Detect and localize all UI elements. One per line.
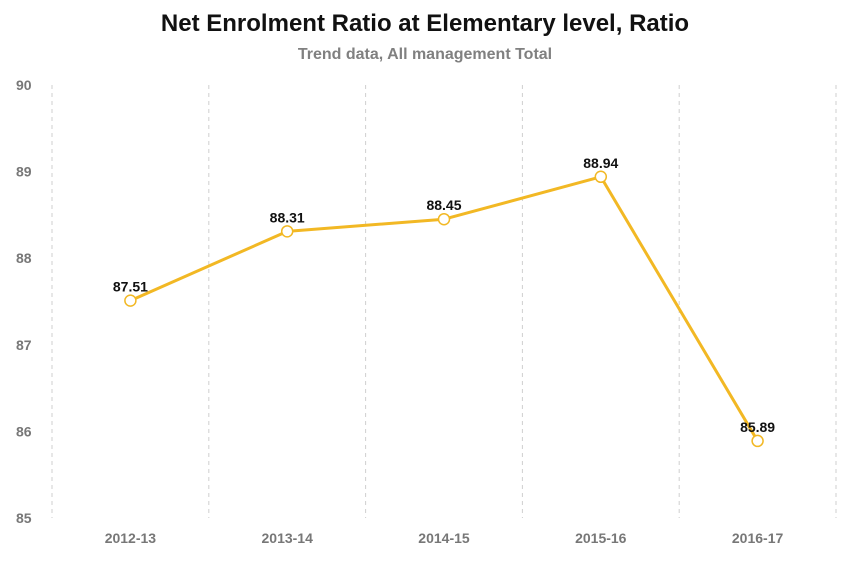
- data-point: [437, 212, 451, 226]
- data-label: 87.51: [113, 279, 148, 295]
- data-point: [280, 225, 294, 238]
- chart-title: Net Enrolment Ratio at Elementary level,…: [160, 10, 690, 37]
- x-tick-label: 2013-14: [262, 530, 314, 546]
- data-point: [124, 294, 137, 307]
- y-tick-label: 89: [16, 164, 32, 180]
- data-point: [751, 434, 764, 448]
- chart-subtitle: Trend data, All management Total: [297, 46, 553, 63]
- data-label: 88.94: [583, 155, 618, 171]
- y-tick-label: 88: [16, 250, 32, 266]
- data-label: 85.89: [740, 419, 775, 435]
- x-tick-label: 2012-13: [105, 530, 157, 546]
- data-label: 88.45: [426, 197, 461, 213]
- y-tick-label: 85: [16, 510, 32, 526]
- data-label: 88.31: [270, 209, 305, 225]
- data-point: [594, 170, 608, 184]
- x-tick-label: 2015-16: [575, 530, 627, 546]
- x-tick-label: 2014-15: [418, 530, 470, 546]
- y-tick-label: 86: [16, 423, 32, 439]
- y-tick-label: 90: [16, 77, 32, 93]
- x-tick-label: 2016-17: [732, 530, 784, 546]
- y-tick-label: 87: [16, 337, 32, 353]
